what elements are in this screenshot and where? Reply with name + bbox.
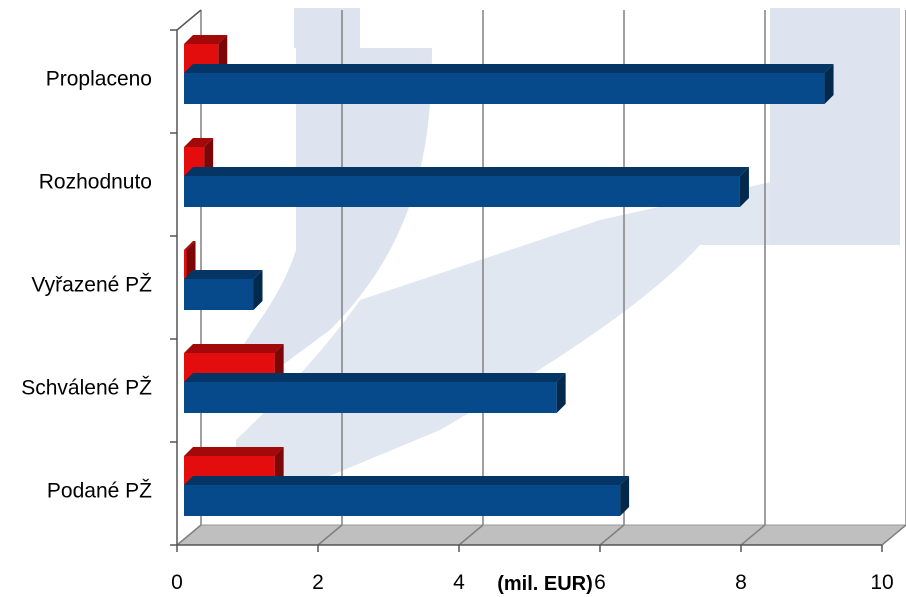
category-label: Schválené PŽ bbox=[21, 377, 152, 400]
category-label: Proplaceno bbox=[46, 68, 152, 91]
x-tick-label: 0 bbox=[171, 571, 183, 594]
bar-front bbox=[184, 73, 825, 104]
bar-top bbox=[184, 373, 566, 382]
bar-schv-len-p--blue bbox=[184, 373, 566, 413]
bar-top bbox=[184, 476, 630, 485]
bar-top bbox=[184, 241, 196, 250]
bar-side bbox=[739, 167, 749, 207]
bar-top bbox=[184, 270, 263, 279]
gridline-floor bbox=[176, 524, 202, 546]
bar-side bbox=[824, 64, 834, 104]
gridline-floor bbox=[740, 524, 766, 546]
bar-front bbox=[184, 279, 254, 310]
axes bbox=[170, 9, 883, 552]
x-tick-label: 8 bbox=[735, 571, 747, 594]
bar-podan-p--blue bbox=[184, 476, 630, 516]
x-tick-label: 2 bbox=[312, 571, 324, 594]
gridline-floor bbox=[458, 524, 484, 546]
watermark-shape bbox=[770, 8, 900, 245]
bar-vy-azen-p--blue bbox=[184, 270, 263, 310]
bar-rozhodnuto-blue bbox=[184, 167, 749, 207]
bar-top bbox=[184, 64, 834, 73]
watermark-shape bbox=[235, 48, 432, 400]
x-tick-label: 4 bbox=[453, 571, 465, 594]
bar-front bbox=[184, 176, 740, 207]
bar-front bbox=[184, 382, 557, 413]
floor bbox=[175, 524, 906, 546]
x-tick-label: 10 bbox=[870, 571, 893, 594]
bar-top bbox=[184, 344, 284, 353]
bar-top bbox=[184, 447, 284, 456]
category-label: Rozhodnuto bbox=[39, 171, 152, 194]
x-tick-label: 6 bbox=[594, 571, 606, 594]
bar-side bbox=[253, 270, 263, 310]
bar-top bbox=[184, 167, 749, 176]
bar-front bbox=[184, 250, 187, 281]
bar-front bbox=[184, 485, 621, 516]
gridline-floor bbox=[599, 524, 625, 546]
bar-proplaceno-blue bbox=[184, 64, 834, 104]
category-label: Vyřazené PŽ bbox=[31, 274, 152, 297]
bars bbox=[184, 35, 834, 516]
gridline-floor bbox=[881, 524, 906, 546]
bar-side bbox=[620, 476, 630, 516]
bar-side bbox=[556, 373, 566, 413]
bar-top bbox=[184, 35, 228, 44]
watermark-shape bbox=[294, 8, 360, 48]
category-label: Podané PŽ bbox=[47, 480, 152, 503]
gridline-floor bbox=[317, 524, 343, 546]
x-axis-title: (mil. EUR) bbox=[497, 573, 593, 595]
bar-top bbox=[184, 138, 214, 147]
labels: Proplaceno Rozhodnuto Vyřazené PŽ Schválené… bbox=[21, 68, 893, 595]
